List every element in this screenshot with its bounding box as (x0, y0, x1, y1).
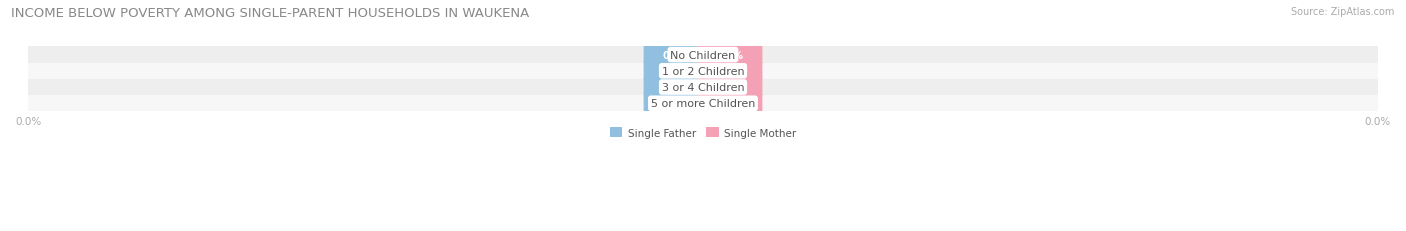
FancyBboxPatch shape (697, 37, 762, 73)
FancyBboxPatch shape (644, 86, 709, 122)
FancyBboxPatch shape (644, 37, 709, 73)
FancyBboxPatch shape (697, 53, 762, 90)
Bar (28, 64, 1378, 79)
Bar (28, 96, 1378, 112)
Text: 0.0%: 0.0% (662, 67, 689, 76)
FancyBboxPatch shape (644, 70, 709, 106)
Text: 1 or 2 Children: 1 or 2 Children (662, 67, 744, 76)
Text: 0.0%: 0.0% (717, 67, 744, 76)
Text: INCOME BELOW POVERTY AMONG SINGLE-PARENT HOUSEHOLDS IN WAUKENA: INCOME BELOW POVERTY AMONG SINGLE-PARENT… (11, 7, 530, 20)
Text: 3 or 4 Children: 3 or 4 Children (662, 83, 744, 93)
FancyBboxPatch shape (697, 86, 762, 122)
Bar (28, 79, 1378, 96)
Text: 5 or more Children: 5 or more Children (651, 99, 755, 109)
Text: No Children: No Children (671, 50, 735, 60)
Text: 0.0%: 0.0% (662, 50, 689, 60)
Text: 0.0%: 0.0% (662, 83, 689, 93)
Text: 0.0%: 0.0% (717, 50, 744, 60)
Legend: Single Father, Single Mother: Single Father, Single Mother (606, 124, 800, 142)
FancyBboxPatch shape (644, 53, 709, 90)
Text: Source: ZipAtlas.com: Source: ZipAtlas.com (1291, 7, 1395, 17)
Text: 0.0%: 0.0% (662, 99, 689, 109)
Text: 0.0%: 0.0% (717, 99, 744, 109)
FancyBboxPatch shape (697, 70, 762, 106)
Bar (28, 47, 1378, 64)
Text: 0.0%: 0.0% (717, 83, 744, 93)
